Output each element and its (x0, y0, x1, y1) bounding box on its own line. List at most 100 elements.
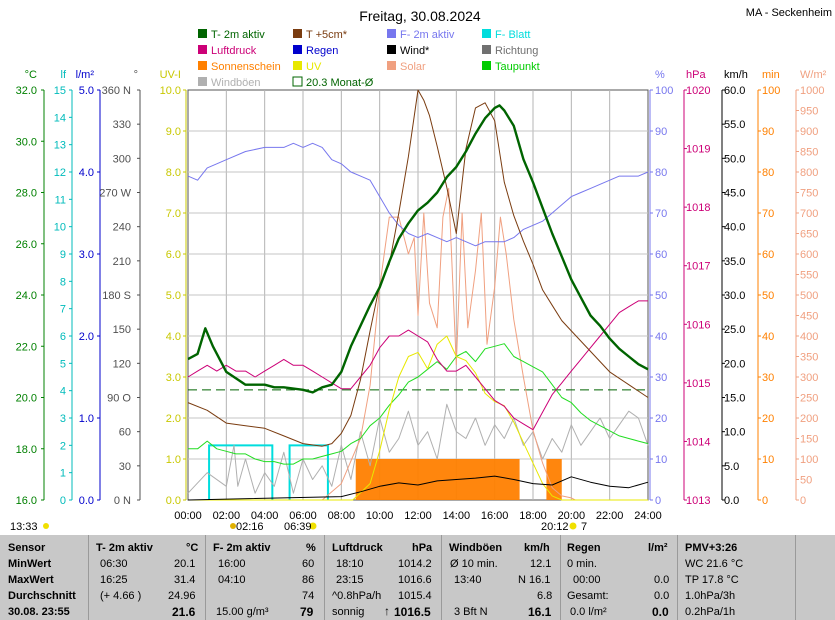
axes-layer: 00:00 02:00 04:00 06:00 08:00 10:00 12:00 14:00… (16, 69, 827, 530)
solar-tick-label: 700 (800, 208, 818, 220)
wind-unit-label: km/h (724, 69, 748, 81)
rain-tick-label: 1.0 (79, 413, 94, 425)
solar-tick-label: 200 (800, 413, 818, 425)
sunrise-label: 06:39 (284, 521, 312, 533)
wind-tick-label: 55.0 (724, 119, 745, 131)
footer-wind-max-value: N 16.1 (518, 574, 551, 586)
wind-tick-label: 10.0 (724, 427, 745, 439)
footer-hum-header: F- 2m aktiv (213, 542, 271, 554)
direction-tick-label: 330 (113, 119, 131, 131)
temperature-tick-label: 26.0 (16, 239, 37, 251)
moon-icon (230, 523, 236, 529)
footer-separator (677, 535, 678, 620)
wind-tick-label: 40.0 (724, 222, 745, 234)
wind-tick-label: 45.0 (724, 188, 745, 200)
temperature-unit-label: °C (25, 69, 37, 81)
area-layer (208, 444, 562, 500)
legend-swatch (198, 77, 207, 86)
sunset-icon (569, 522, 577, 530)
temperature-tick-label: 22.0 (16, 341, 37, 353)
leaf-wetness-step (288, 444, 329, 500)
footer-wind-current: 16.1 (528, 605, 552, 619)
solar-tick-label: 150 (800, 434, 818, 446)
x-tick-label: 08:00 (328, 510, 356, 522)
legend-label: F- 2m aktiv (400, 29, 455, 41)
x-tick-label: 22:00 (596, 510, 624, 522)
footer-rain-max-value: 0.0 (654, 574, 670, 586)
leaf_wetness-tick-label: 10 (54, 222, 66, 234)
footer-temp-header: T- 2m aktiv (96, 542, 153, 554)
leaf_wetness-tick-label: 0 (60, 495, 66, 507)
series-line-solar (188, 187, 648, 501)
legend-swatch (293, 61, 302, 70)
footer-windchill: WC 21.6 °C (685, 558, 744, 570)
sunshine-unit-label: min (762, 69, 780, 81)
footer-temp-avg: 24.96 (168, 590, 196, 602)
legend-label: Taupunkt (495, 61, 540, 73)
solar-tick-label: 950 (800, 106, 818, 118)
footer-temp-max-value: 31.4 (174, 574, 196, 586)
leaf_wetness-tick-label: 8 (60, 276, 66, 288)
sunshine-tick-label: 0 (762, 495, 768, 507)
x-tick-label: 16:00 (481, 510, 509, 522)
x-tick-label: 12:00 (404, 510, 432, 522)
legend-label: UV (306, 61, 322, 73)
series-line-uv (188, 335, 648, 501)
footer-rain-duration: 0 min. (567, 558, 597, 570)
direction-tick-label: 150 (113, 324, 131, 336)
footer-hum-current: 79 (300, 605, 314, 619)
series-line-t-5cm- (187, 89, 649, 447)
rain-tick-label: 2.0 (79, 331, 94, 343)
legend-label: F- Blatt (495, 29, 530, 41)
footer-temp-delta: (+ 4.66 ) (100, 590, 142, 602)
legend-swatch (292, 76, 303, 87)
footer-press-min-value: 1014.2 (398, 558, 432, 570)
temperature-tick-label: 32.0 (16, 85, 37, 97)
x-tick-label: 02:00 (213, 510, 241, 522)
footer-hum-min-value: 60 (302, 558, 315, 570)
x-tick-label: 20:00 (558, 510, 586, 522)
footer-rain-current: 0.0 (652, 605, 669, 619)
station-name: MA - Seckenheim (746, 7, 832, 19)
sunshine-tick-label: 20 (762, 413, 774, 425)
sunshine-block (546, 459, 562, 500)
leaf_wetness-tick-label: 12 (54, 167, 66, 179)
sunshine-tick-label: 100 (762, 85, 780, 97)
uv-tick-label: 7.0 (166, 208, 181, 220)
solar-tick-label: 50 (800, 475, 812, 487)
sunshine-tick-label: 40 (762, 331, 774, 343)
uv-tick-label: 9.0 (166, 126, 181, 138)
footer-press-unit: hPa (412, 542, 433, 554)
footer-press-avg: 1015.4 (398, 590, 432, 602)
temperature-tick-label: 24.0 (16, 290, 37, 302)
humidity-tick-label: 100 (655, 85, 673, 97)
legend-label: 20.3 Monat-Ø (306, 77, 374, 89)
humidity-tick-label: 90 (655, 126, 667, 138)
x-tick-label: 04:00 (251, 510, 279, 522)
rain-tick-label: 0.0 (79, 495, 94, 507)
leaf_wetness-tick-label: 3 (60, 413, 66, 425)
pressure-tick-label: 1013 (686, 495, 710, 507)
footer-wind-avg10-label: Ø 10 min. (450, 558, 498, 570)
footer-hum-max-time: 04:10 (218, 574, 246, 586)
legend-swatch (482, 45, 491, 54)
sunrise-icon (309, 522, 317, 530)
weather-chart: 00:00 02:00 04:00 06:00 08:00 10:00 12:00 14:00… (10, 7, 832, 533)
footer-pmv: PMV+3:26 (685, 542, 738, 554)
leaf_wetness-tick-label: 4 (60, 386, 66, 398)
moon-label: 02:16 (236, 521, 264, 533)
leaf_wetness-tick-label: 15 (54, 85, 66, 97)
direction-unit-label: ° (134, 69, 138, 81)
footer-wind-avg: 6.8 (537, 590, 553, 602)
moon-right-label: 7 (581, 521, 587, 533)
sunshine-tick-label: 70 (762, 208, 774, 220)
footer-min-label: MinWert (8, 558, 52, 570)
solar-tick-label: 1000 (800, 85, 824, 97)
series-line-f-2m-aktiv (187, 142, 649, 247)
footer-press-header: Luftdruck (332, 542, 383, 554)
solar-tick-label: 650 (800, 229, 818, 241)
leaf_wetness-unit-label: lf (61, 69, 67, 81)
direction-tick-label: 210 (113, 256, 131, 268)
direction-tick-label: 270 W (99, 188, 131, 200)
